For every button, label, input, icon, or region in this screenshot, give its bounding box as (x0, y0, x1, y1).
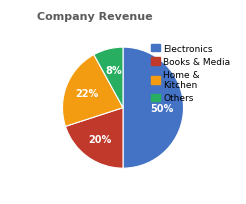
Text: 22%: 22% (75, 89, 98, 99)
Text: 20%: 20% (88, 135, 111, 145)
Text: 8%: 8% (105, 65, 122, 75)
Text: 50%: 50% (151, 103, 174, 113)
Wedge shape (62, 55, 123, 127)
Wedge shape (65, 108, 123, 168)
Wedge shape (123, 48, 184, 168)
Text: Company Revenue: Company Revenue (37, 12, 152, 22)
Wedge shape (94, 48, 123, 108)
Legend: Electronics, Books & Media, Home &
Kitchen, Others: Electronics, Books & Media, Home & Kitch… (150, 43, 232, 105)
